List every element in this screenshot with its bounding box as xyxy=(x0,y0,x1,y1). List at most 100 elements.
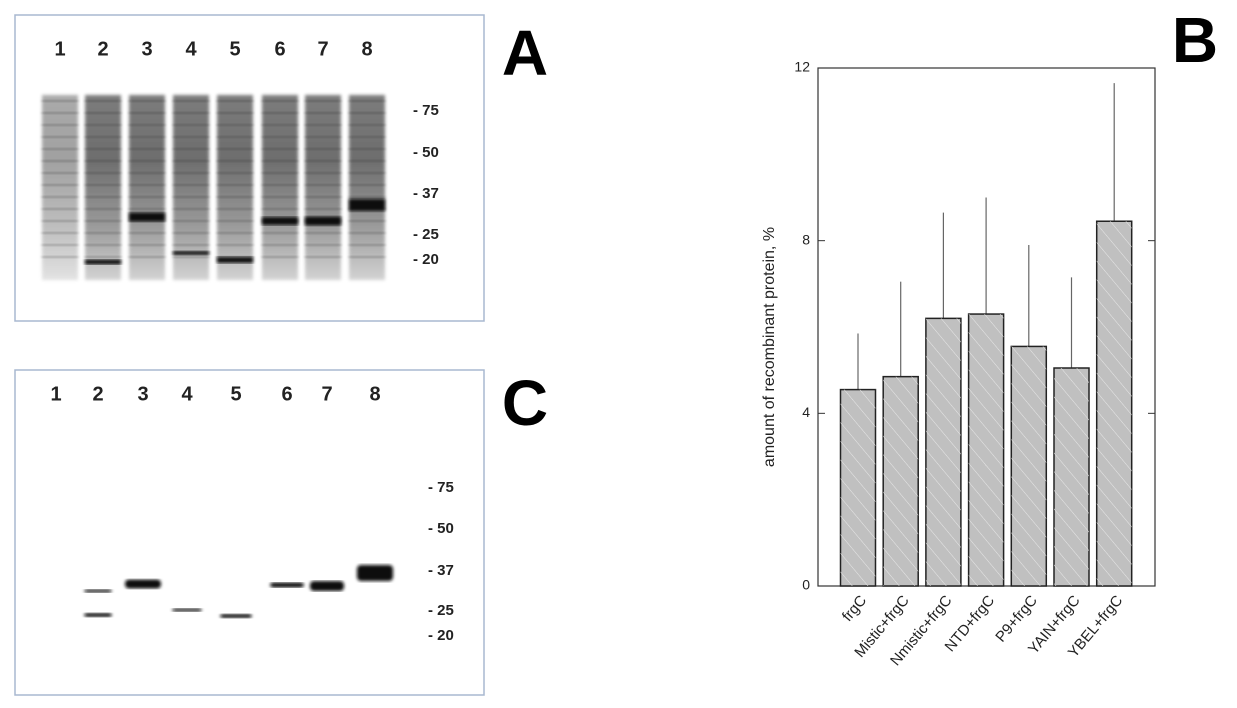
gel-band xyxy=(305,112,341,114)
blot-band xyxy=(84,613,112,617)
gel-band xyxy=(217,208,253,210)
gel-band xyxy=(42,136,78,138)
panel-c-frame xyxy=(14,369,485,696)
gel-band xyxy=(85,208,121,210)
gel-band xyxy=(42,232,78,234)
gel-band xyxy=(262,196,298,198)
marker-label: - 75 xyxy=(413,102,439,119)
gel-band xyxy=(173,184,209,186)
gel-band xyxy=(217,196,253,198)
gel-band xyxy=(173,220,209,222)
lane-label: 1 xyxy=(54,38,65,60)
gel-band xyxy=(173,196,209,198)
gel-band xyxy=(173,124,209,126)
gel-band xyxy=(262,160,298,162)
gel-band xyxy=(85,232,121,234)
bar-hatch xyxy=(1011,346,1047,586)
gel-band xyxy=(262,217,298,225)
gel-band xyxy=(129,112,165,114)
gel-band xyxy=(217,112,253,114)
gel-band xyxy=(85,244,121,246)
gel-band xyxy=(129,196,165,198)
gel-band xyxy=(262,124,298,126)
gel-band xyxy=(173,148,209,150)
bar-hatch xyxy=(968,314,1004,586)
gel-band xyxy=(262,100,298,102)
gel-band xyxy=(262,172,298,174)
gel-lane xyxy=(85,95,121,280)
marker-label: - 50 xyxy=(413,144,439,161)
gel-band xyxy=(305,124,341,126)
gel-band xyxy=(42,220,78,222)
gel-band xyxy=(217,148,253,150)
gel-band xyxy=(173,136,209,138)
gel-band xyxy=(42,148,78,150)
gel-band xyxy=(349,184,385,186)
gel-band xyxy=(129,172,165,174)
gel-band xyxy=(305,160,341,162)
lane-label: 1 xyxy=(50,383,61,405)
gel-band xyxy=(129,232,165,234)
gel-band xyxy=(217,136,253,138)
gel-band xyxy=(305,100,341,102)
lane-label: 7 xyxy=(321,383,332,405)
blot-band xyxy=(172,608,202,612)
x-tick-label: frgC xyxy=(839,592,870,625)
gel-band xyxy=(349,136,385,138)
y-tick-label: 12 xyxy=(794,59,810,75)
gel-band xyxy=(129,100,165,102)
gel-lane xyxy=(262,95,298,280)
gel-band xyxy=(349,124,385,126)
gels xyxy=(42,95,393,618)
bar-hatch xyxy=(925,318,961,586)
gel-band xyxy=(173,208,209,210)
gel-band xyxy=(42,196,78,198)
gel-band xyxy=(129,160,165,162)
gel-band xyxy=(85,100,121,102)
gel-band xyxy=(42,244,78,246)
gel-band xyxy=(349,232,385,234)
gel-band xyxy=(42,256,78,258)
gel-band xyxy=(85,160,121,162)
gel-band xyxy=(262,184,298,186)
blot-band xyxy=(310,581,344,591)
gel-band xyxy=(349,172,385,174)
gel-band xyxy=(217,160,253,162)
gel-band xyxy=(173,160,209,162)
gel-band xyxy=(305,216,341,226)
gel-band xyxy=(349,112,385,114)
gel-lane xyxy=(129,95,165,280)
gel-band xyxy=(85,259,121,265)
lane-label: 6 xyxy=(281,383,292,405)
gel-band xyxy=(85,136,121,138)
gel-band xyxy=(217,244,253,246)
gel-band xyxy=(305,148,341,150)
gel-band xyxy=(85,196,121,198)
bar-hatch xyxy=(840,389,876,586)
gel-band xyxy=(349,220,385,222)
gel-lane xyxy=(42,95,78,280)
gel-band xyxy=(85,184,121,186)
gel-band xyxy=(85,148,121,150)
lane-label: 2 xyxy=(97,38,108,60)
gel-band xyxy=(42,124,78,126)
gel-band xyxy=(173,112,209,114)
panel-letter: B xyxy=(1172,4,1218,76)
gel-band xyxy=(217,257,253,263)
lane-label: 3 xyxy=(141,38,152,60)
panel-letter: C xyxy=(502,367,548,439)
gel-band xyxy=(349,160,385,162)
gel-band xyxy=(129,244,165,246)
marker-label: - 50 xyxy=(428,520,454,537)
gel-band xyxy=(217,172,253,174)
gel-lane xyxy=(305,95,341,280)
gel-lane xyxy=(349,95,385,280)
blot-band xyxy=(84,589,112,593)
gel-band xyxy=(85,112,121,114)
gel-band xyxy=(349,244,385,246)
marker-label: - 20 xyxy=(428,627,454,644)
gel-band xyxy=(217,124,253,126)
bar-hatch xyxy=(883,376,919,586)
gel-band xyxy=(217,232,253,234)
lane-label: 3 xyxy=(137,383,148,405)
